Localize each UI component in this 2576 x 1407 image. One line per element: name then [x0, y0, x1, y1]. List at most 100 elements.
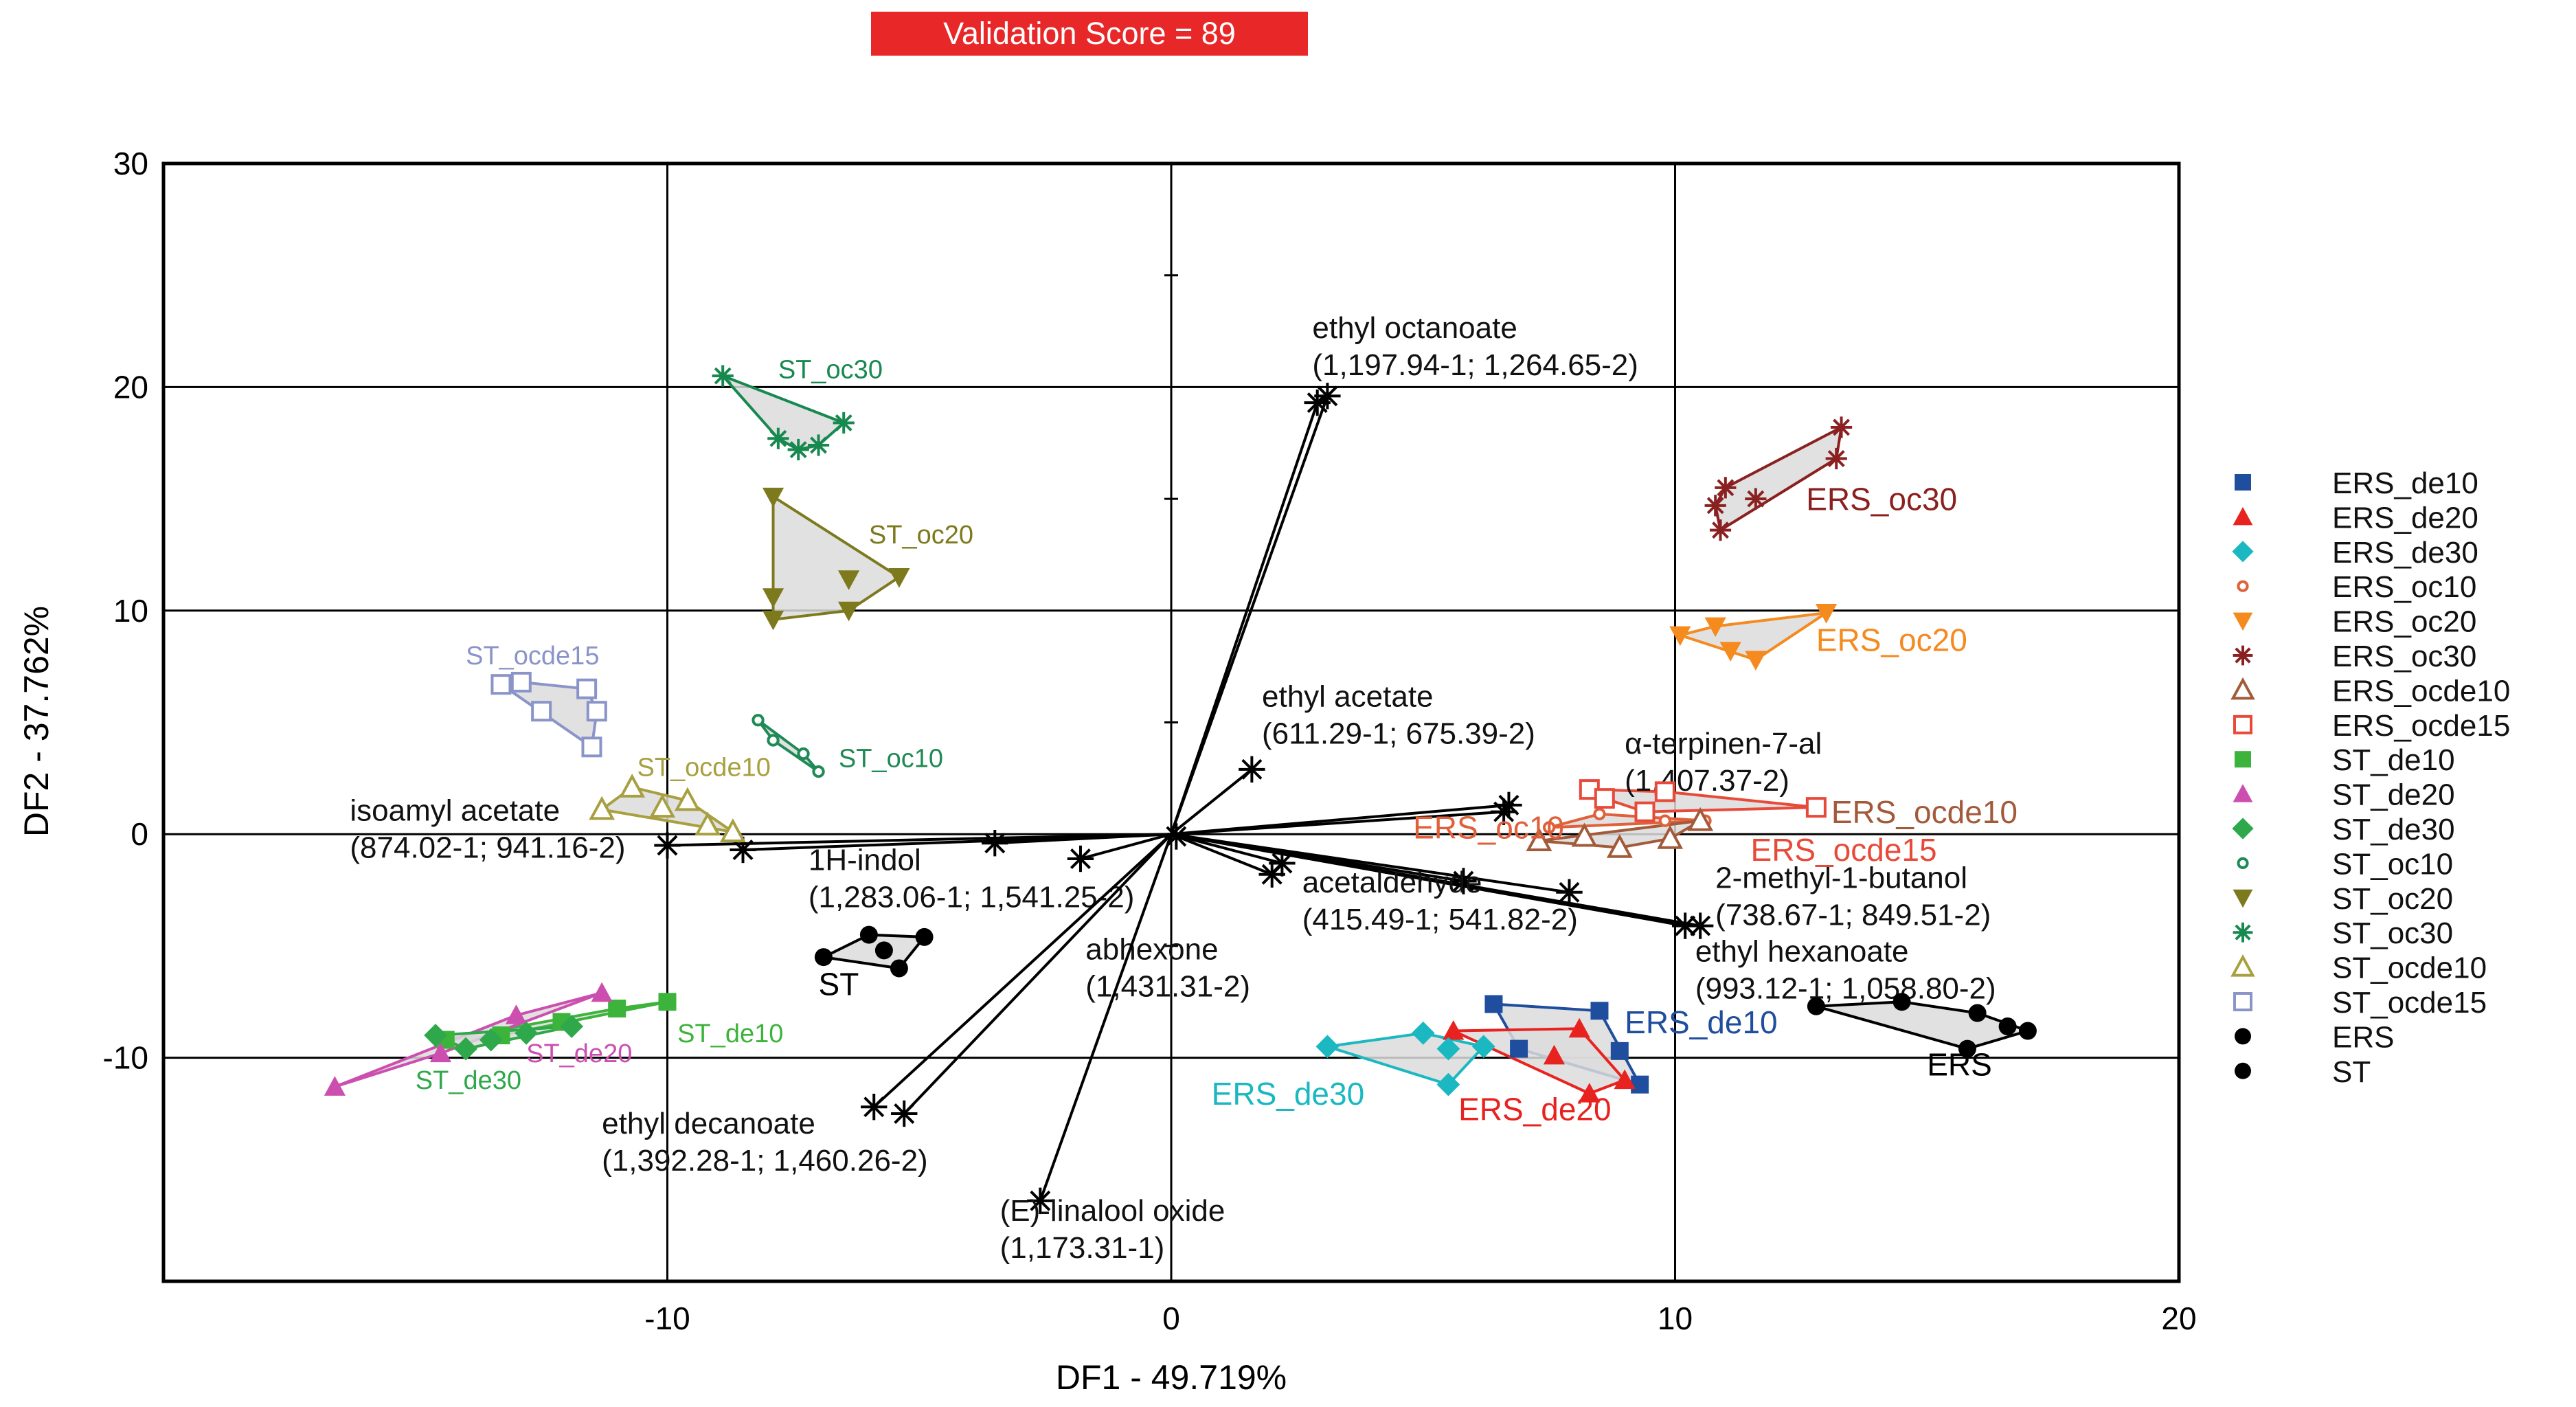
legend-label: ERS_oc20: [2332, 605, 2476, 639]
vector-line-ethyl-acetate: [1170, 768, 1253, 835]
point-st-oc30: [712, 365, 734, 387]
legend-marker-ers-de20: [2233, 507, 2253, 526]
legend-label: ERS: [2332, 1020, 2394, 1054]
legend-label: ERS_de20: [2332, 501, 2478, 534]
cluster-label-st-oc10: ST_oc10: [839, 745, 943, 774]
point-ers: [1998, 1017, 2017, 1036]
legend-label: ST_de10: [2332, 743, 2455, 777]
vector-coords-abhexone: (1,431.31-2): [1085, 969, 1250, 1003]
point-st-de10: [608, 1000, 626, 1018]
vector-tip-2-methyl-1-butanol: [1686, 912, 1714, 939]
vector-tip-ethyl-acetate: [1239, 756, 1265, 783]
legend-item-ers-ocde10: ERS_ocde10: [2230, 674, 2510, 708]
point-labels: ERS_de10 ERS_de20 ERS_de30 ERS_oc10 ERS_oc20…: [416, 355, 2018, 1127]
point-ers: [2018, 1022, 2037, 1040]
point-ers-ocde10: [1606, 833, 1633, 858]
point-st-oc30: [787, 438, 809, 461]
legend-label: ST_de30: [2332, 813, 2455, 846]
vector-coords-2-methyl-1-butanol: (738.67-1; 849.51-2): [1715, 898, 1991, 932]
point-st: [874, 941, 893, 960]
x-tick-label: 10: [1658, 1301, 1693, 1336]
point-st-ocde15: [581, 736, 602, 758]
vector-tip-terpinen-7-al: [1495, 791, 1522, 819]
legend-item-st-oc20: ST_oc20: [2233, 882, 2453, 916]
vector-label-ethyl-decanoate: ethyl decanoate: [602, 1107, 815, 1140]
point-ers: [1807, 997, 1825, 1015]
cluster-label-ers-ocde10: ERS_ocde10: [1831, 794, 2018, 830]
vector-line-ethyl-hexanoate: [1171, 833, 1464, 883]
loading-vectors: ethyl octanoate(1,197.94-1; 1,264.65-2) e…: [350, 311, 1996, 1265]
point-ers-de30: [1471, 1035, 1495, 1059]
legend-label: ERS_ocde15: [2332, 709, 2510, 743]
vector-label-2-methyl-1-butanol: 2-methyl-1-butanol: [1715, 861, 1967, 894]
vector-tip-ethyl-hexanoate: [1556, 879, 1583, 906]
point-st: [890, 959, 908, 978]
vector-coords-ethyl-octanoate: (1,197.94-1; 1,264.65-2): [1312, 348, 1638, 382]
legend-item-ers: ERS: [2235, 1020, 2394, 1054]
vector-line-acetaldehyde: [1171, 833, 1283, 865]
cluster-label-ers-de30: ERS_de30: [1212, 1076, 1365, 1112]
legend-marker-st-oc20: [2233, 889, 2253, 908]
legend-item-ers-de20: ERS_de20: [2233, 501, 2478, 534]
point-ers-oc10: [1658, 814, 1671, 827]
point-st-de30: [424, 1024, 447, 1047]
point-ers-oc10: [1542, 821, 1556, 834]
point-ers-oc30: [1825, 447, 1847, 470]
point-st-de30: [479, 1028, 503, 1052]
point-ers: [1893, 993, 1911, 1011]
point-ers-oc30: [1715, 477, 1737, 499]
point-st-de30: [515, 1021, 539, 1045]
point-ers-de10: [1484, 995, 1503, 1013]
vector-line-ethyl-decanoate: [903, 833, 1173, 1115]
point-ers-ocde10: [1687, 807, 1714, 831]
legend-marker-ers-oc10: [2237, 580, 2249, 592]
point-ers-de20: [1543, 1044, 1566, 1065]
axis-ticks: -10 0 10 20 -10 0 10 20 30: [103, 146, 2197, 1336]
legend-marker-st-ocde10: [2230, 954, 2255, 977]
cluster-label-ers-de10: ERS_de10: [1625, 1004, 1778, 1040]
vector-tip-ethyl-hexanoate: [1450, 868, 1477, 894]
legend-item-st-de30: ST_de30: [2232, 813, 2455, 846]
point-ers-oc30: [1745, 488, 1767, 510]
legend-label: ST: [2332, 1055, 2371, 1089]
vector-label-ethyl-octanoate: ethyl octanoate: [1312, 311, 1517, 345]
vector-line-ethyl-decanoate: [872, 833, 1173, 1108]
point-ers-oc20: [1815, 604, 1838, 624]
vector-coords-e-linalool-oxide: (1,173.31-1): [1000, 1231, 1165, 1265]
cluster-label-st-oc20: ST_oc20: [869, 521, 973, 550]
zero-axes: [1164, 274, 1178, 947]
point-ers-ocde10: [1657, 824, 1684, 849]
point-ers-de30: [1315, 1035, 1340, 1059]
vector-label-acetaldehyde: acetaldehyde: [1302, 866, 1482, 899]
data-points: [324, 365, 2037, 1103]
legend-item-st-oc10: ST_oc10: [2237, 847, 2453, 881]
point-st-oc20: [837, 601, 860, 622]
vector-tip-acetaldehyde: [1269, 850, 1296, 877]
legend-marker-st-de10: [2235, 751, 2251, 768]
point-st-de30: [560, 1015, 584, 1038]
point-ers-de20: [1568, 1017, 1590, 1038]
legend-marker-ers-oc20: [2233, 612, 2253, 631]
legend: ERS_de10ERS_de20ERS_de30ERS_oc10ERS_oc20…: [2230, 466, 2510, 1089]
vector-tip-ethyl-decanoate: [891, 1100, 918, 1127]
legend-item-ers-oc20: ERS_oc20: [2233, 605, 2476, 639]
point-st-ocde15: [510, 671, 532, 693]
y-tick-label: -10: [103, 1040, 148, 1076]
point-st-de10: [658, 993, 677, 1011]
legend-marker-st-de20: [2233, 784, 2253, 802]
legend-marker-ers-oc30: [2233, 645, 2253, 666]
point-st-ocde10: [649, 793, 676, 818]
vector-tip-1h-indol: [1067, 845, 1094, 873]
point-st-oc20: [762, 610, 784, 631]
point-ers-de30: [1411, 1021, 1435, 1045]
x-axis-label: DF1 - 49.719%: [1056, 1358, 1287, 1397]
x-tick-label: 0: [1162, 1301, 1180, 1336]
point-ers-de20: [1443, 1020, 1465, 1040]
legend-item-ers-ocde15: ERS_ocde15: [2233, 709, 2510, 743]
cluster-label-st-de10: ST_de10: [677, 1020, 783, 1048]
cluster-label-ers-oc10: ERS_oc10: [1413, 810, 1564, 846]
point-st-ocde15: [586, 701, 607, 722]
legend-item-ers-oc10: ERS_oc10: [2237, 570, 2476, 604]
point-ers-oc20: [1669, 626, 1691, 646]
legend-marker-ers: [2235, 1028, 2251, 1045]
